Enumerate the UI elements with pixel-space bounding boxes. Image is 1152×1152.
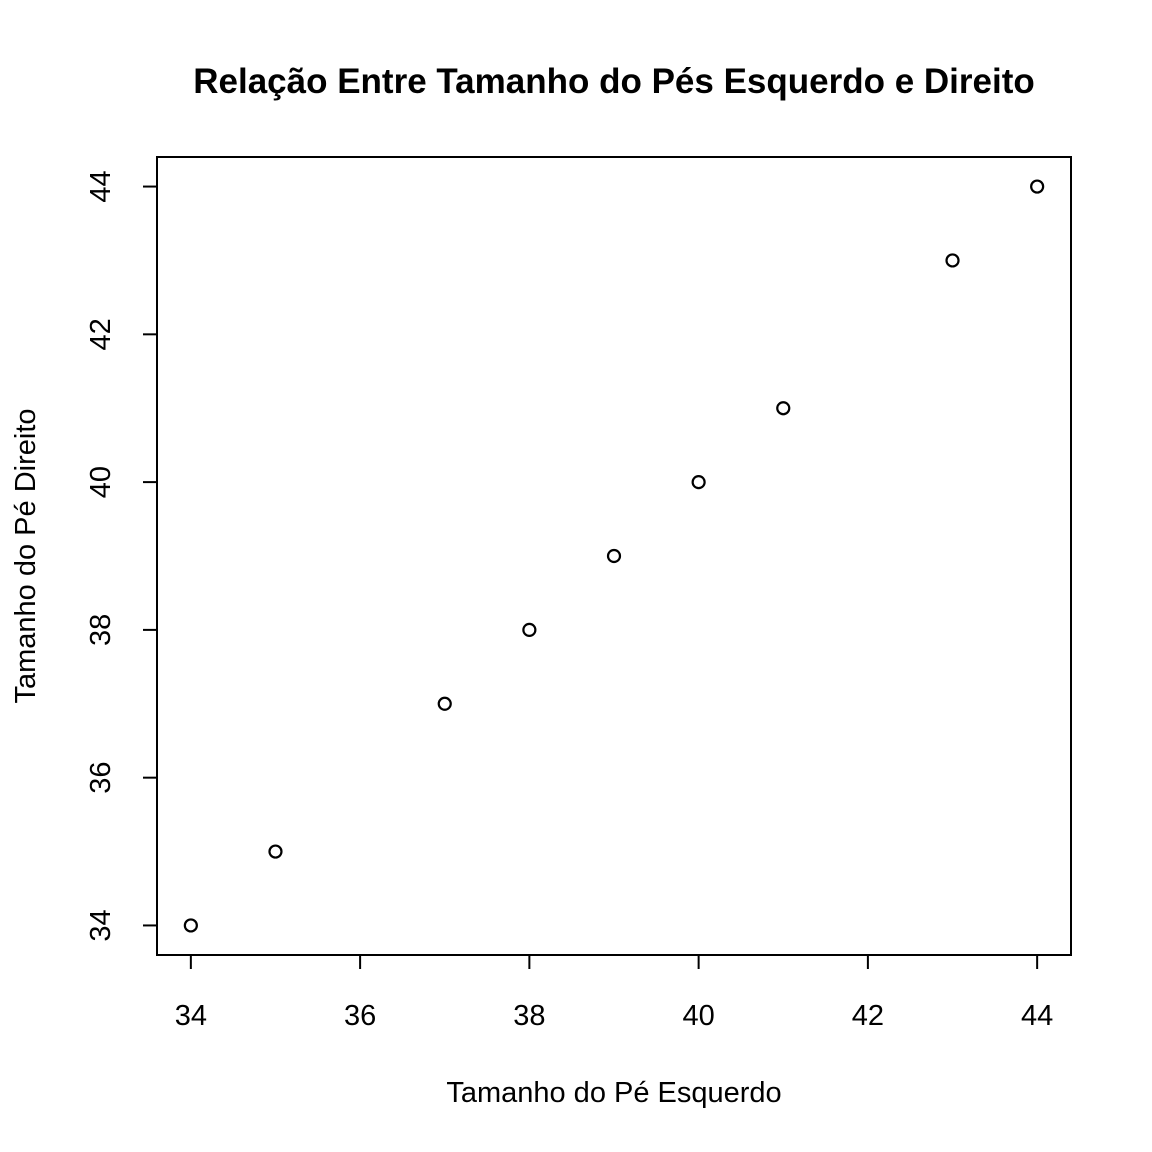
- data-point: [691, 475, 706, 490]
- x-tick-label: 34: [175, 1000, 207, 1032]
- x-tick-label: 44: [1021, 1000, 1053, 1032]
- data-points: [183, 179, 1045, 933]
- y-tick-label: 40: [85, 466, 117, 498]
- data-point: [522, 622, 537, 637]
- x-tick-label: 38: [513, 1000, 545, 1032]
- data-point: [1030, 179, 1045, 194]
- y-tick-label: 36: [85, 762, 117, 794]
- y-tick-label: 34: [85, 909, 117, 941]
- y-axis: 34 36 38 40 42 44: [85, 170, 158, 942]
- data-point: [776, 401, 791, 416]
- data-point: [268, 844, 283, 859]
- y-tick-label: 44: [85, 170, 117, 202]
- data-point: [606, 548, 622, 564]
- data-point: [183, 918, 198, 933]
- data-point: [437, 696, 452, 711]
- y-axis-label: Tamanho do Pé Direito: [10, 409, 42, 704]
- x-axis: 34 36 38 40 42 44: [175, 954, 1053, 1032]
- x-axis-label: Tamanho do Pé Esquerdo: [446, 1077, 781, 1109]
- y-tick-label: 38: [85, 614, 117, 646]
- x-tick-label: 40: [682, 1000, 714, 1032]
- y-tick-label: 42: [85, 318, 117, 350]
- x-tick-label: 42: [852, 1000, 884, 1032]
- chart-title: Relação Entre Tamanho do Pés Esquerdo e …: [193, 62, 1035, 101]
- data-point: [945, 253, 960, 268]
- plot-frame: [156, 156, 1072, 956]
- x-tick-label: 36: [344, 1000, 376, 1032]
